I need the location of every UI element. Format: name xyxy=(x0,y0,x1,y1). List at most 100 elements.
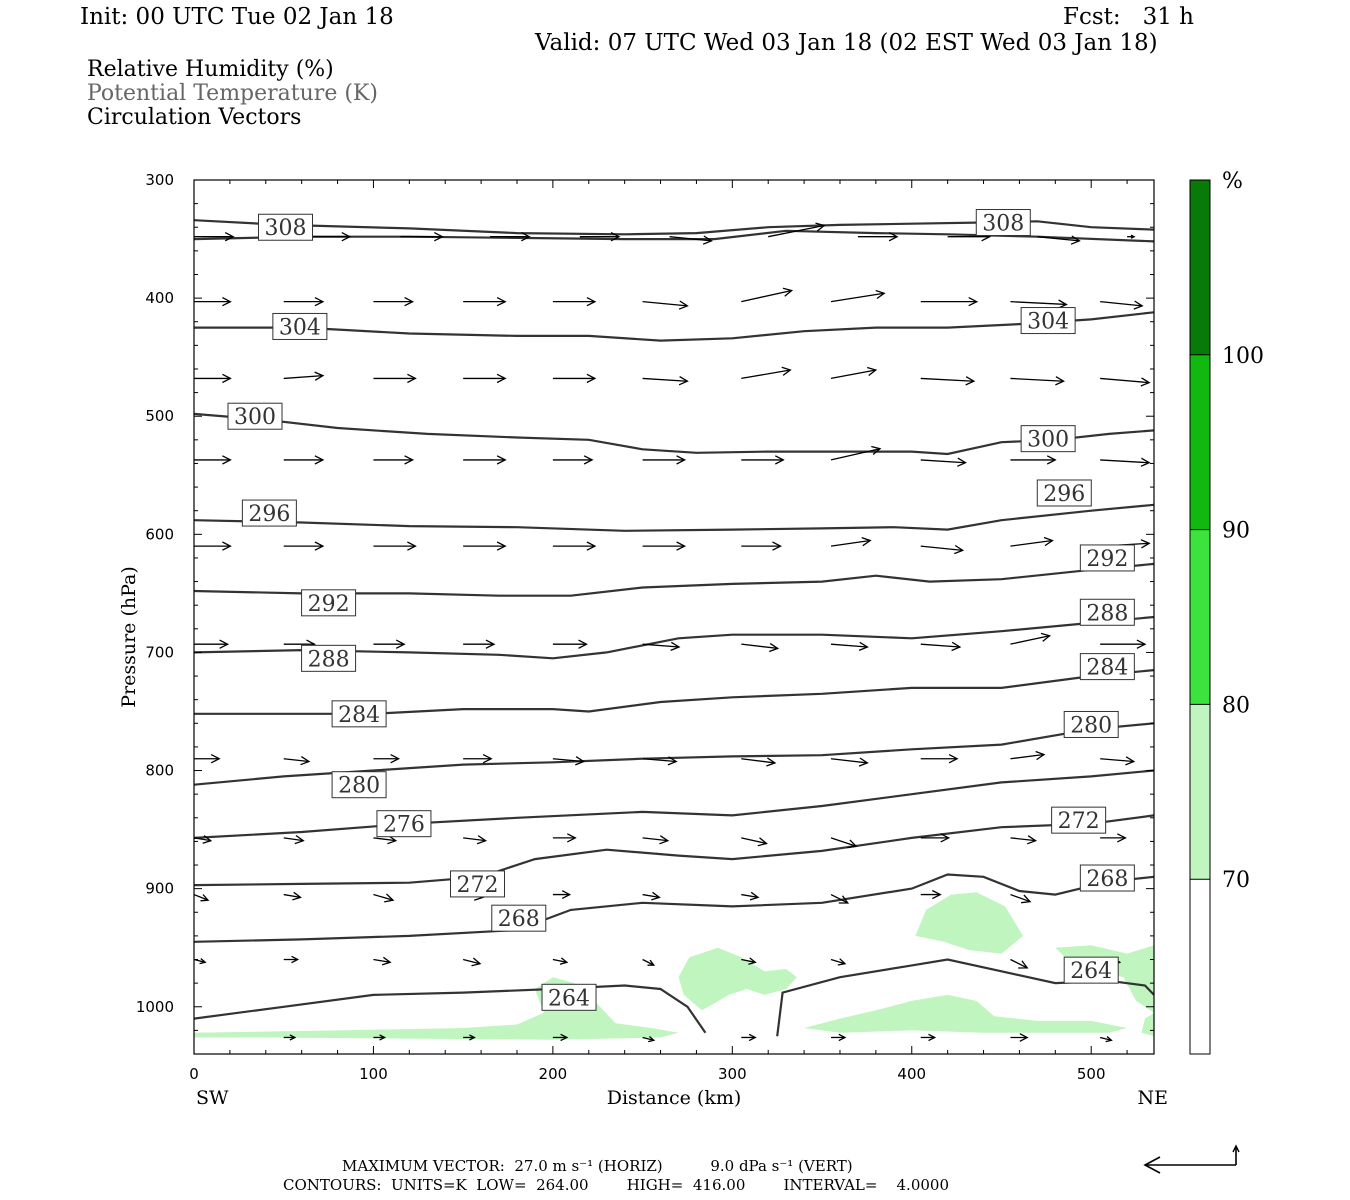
vector-arrow xyxy=(373,893,395,903)
vector-arrow xyxy=(194,297,232,307)
rh-region-6 xyxy=(1141,1012,1154,1037)
vector-arrow xyxy=(463,639,496,649)
vector-arrow xyxy=(830,641,869,652)
contour-label-292: 292 xyxy=(1079,544,1135,572)
x-axis-label: Distance (km) xyxy=(607,1087,742,1109)
vector-arrow xyxy=(642,891,661,901)
vector-arrow xyxy=(463,373,507,384)
vector-arrow xyxy=(373,541,417,551)
svg-text:292: 292 xyxy=(1086,547,1128,572)
contour-label-300: 300 xyxy=(1020,425,1076,453)
vector-arrow xyxy=(669,235,713,245)
vector-scale-arrow xyxy=(1143,1144,1240,1174)
svg-text:308: 308 xyxy=(982,212,1024,237)
x-tick-label: 0 xyxy=(189,1065,199,1083)
contour-label-304: 304 xyxy=(1020,307,1076,335)
rh-region-4 xyxy=(804,994,1128,1033)
vector-arrow xyxy=(373,754,401,764)
x-end-label-sw: SW xyxy=(196,1087,229,1109)
vector-arrow xyxy=(463,541,507,551)
vector-arrow xyxy=(920,889,942,900)
x-tick-label: 400 xyxy=(897,1065,926,1083)
contour-label-268: 268 xyxy=(1079,864,1135,892)
colorbar-unit: % xyxy=(1222,169,1243,194)
vector-arrow xyxy=(920,297,979,307)
vector-arrow xyxy=(1127,234,1136,239)
contour-label-272: 272 xyxy=(450,870,506,898)
vector-arrow xyxy=(642,641,681,652)
contour-label-280: 280 xyxy=(1063,710,1119,738)
vector-arrow xyxy=(194,232,235,242)
vector-arrow xyxy=(831,1033,847,1042)
vector-arrow xyxy=(830,757,869,767)
contour-label-288: 288 xyxy=(1079,598,1135,626)
y-axis-label: Pressure (hPa) xyxy=(118,566,140,708)
vector-arrow xyxy=(463,835,488,845)
x-tick-label: 300 xyxy=(718,1065,747,1083)
svg-text:288: 288 xyxy=(308,647,350,672)
vector-arrow xyxy=(1100,300,1144,310)
contour-label-308: 308 xyxy=(258,213,314,241)
vector-arrow xyxy=(1010,893,1032,904)
vector-arrow xyxy=(194,455,232,465)
theta-contour-296-10 xyxy=(194,503,1154,532)
svg-text:304: 304 xyxy=(1027,310,1069,335)
vector-arrow xyxy=(463,455,507,465)
vector-arrow xyxy=(642,455,687,465)
vector-arrow xyxy=(283,297,325,307)
svg-text:284: 284 xyxy=(1086,656,1128,681)
svg-text:276: 276 xyxy=(383,813,425,838)
vector-arrow xyxy=(1100,756,1136,766)
vector-arrow xyxy=(552,639,588,649)
contour-label-304: 304 xyxy=(272,312,328,340)
vector-arrow xyxy=(194,541,232,551)
vector-arrow xyxy=(1010,632,1051,645)
vector-arrow xyxy=(741,1033,757,1042)
svg-text:272: 272 xyxy=(1058,809,1100,834)
contour-label-284: 284 xyxy=(331,700,387,728)
contour-label-296: 296 xyxy=(1036,479,1092,507)
colorbar-swatch xyxy=(1190,704,1210,880)
svg-text:296: 296 xyxy=(248,502,290,527)
legend-potential-temperature: Potential Temperature (K) xyxy=(87,81,378,106)
vector-arrow xyxy=(642,835,670,845)
vector-arrow xyxy=(194,639,230,649)
svg-text:264: 264 xyxy=(1070,959,1112,984)
vector-arrow xyxy=(920,833,951,843)
svg-text:264: 264 xyxy=(548,986,590,1011)
colorbar-swatch xyxy=(1190,529,1210,705)
vector-arrow xyxy=(741,366,792,380)
vector-arrow xyxy=(920,641,962,652)
contour-label-264: 264 xyxy=(1063,956,1119,984)
svg-text:272: 272 xyxy=(457,873,499,898)
vector-arrow xyxy=(741,287,794,303)
rh-region-2 xyxy=(678,947,797,1011)
vector-arrow xyxy=(283,834,305,845)
colorbar-label: 70 xyxy=(1222,868,1250,893)
contour-label-296: 296 xyxy=(241,499,297,527)
y-tick-label: 600 xyxy=(145,525,174,543)
vector-arrow xyxy=(194,893,210,902)
theta-contour-288-8 xyxy=(194,615,1154,660)
vector-arrow xyxy=(373,297,415,307)
vector-arrow xyxy=(373,455,415,465)
vector-arrow xyxy=(830,289,886,303)
vector-arrow xyxy=(642,1036,656,1043)
vector-arrow xyxy=(373,956,392,966)
vector-arrow xyxy=(283,541,325,551)
theta-contour-292-9 xyxy=(194,562,1154,597)
contour-label-308: 308 xyxy=(975,209,1031,237)
y-tick-label: 300 xyxy=(145,171,174,189)
vector-arrow xyxy=(373,1034,387,1041)
theta-contour-304-12 xyxy=(194,311,1154,342)
vector-arrow xyxy=(463,1034,476,1041)
contour-label-280: 280 xyxy=(331,771,387,799)
y-tick-label: 400 xyxy=(145,289,174,307)
vector-arrow xyxy=(741,891,760,901)
vector-arrow xyxy=(920,544,965,555)
vector-arrow xyxy=(552,373,597,384)
theta-contour-268-3 xyxy=(194,873,1154,943)
vector-arrow xyxy=(373,639,406,649)
theta-contour-308-13 xyxy=(194,219,1154,236)
legend-circulation-vectors: Circulation Vectors xyxy=(87,105,302,130)
